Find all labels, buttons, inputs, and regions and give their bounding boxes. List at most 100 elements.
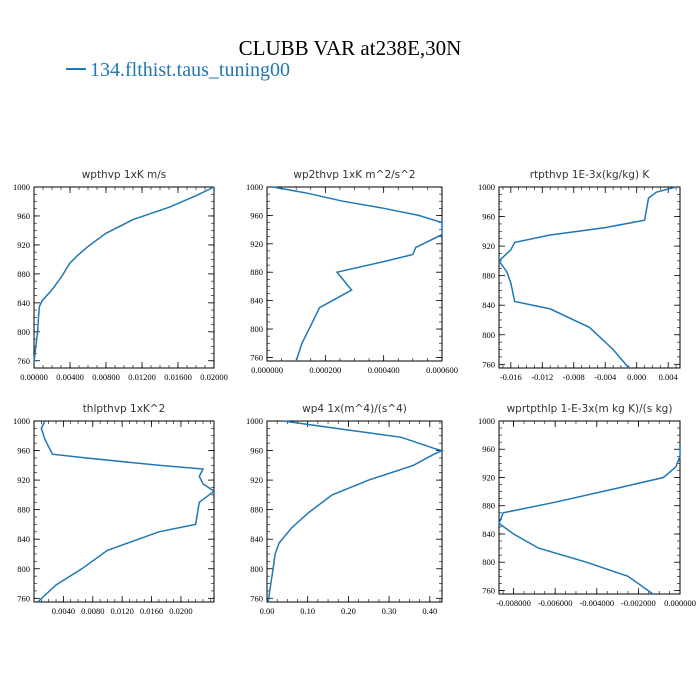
y-tick-label: 840 [250, 296, 263, 306]
series-line [498, 186, 677, 369]
x-tick-label: 0.0160 [140, 606, 163, 616]
panel-title: wp2thvp 1xK m^2/s^2 [293, 169, 415, 181]
y-tick-label: 760 [482, 359, 495, 369]
x-tick-label: 0.20 [341, 606, 356, 616]
y-tick-label: 880 [17, 269, 30, 279]
y-tick-label: 920 [17, 475, 30, 485]
x-tick-label: 0.00800 [92, 372, 120, 382]
y-tick-label: 840 [17, 534, 30, 544]
y-tick-label: 880 [250, 267, 263, 277]
x-tick-label: 0.01200 [128, 372, 156, 382]
x-tick-label: -0.002000 [621, 598, 656, 608]
y-tick-label: 960 [17, 446, 30, 456]
y-tick-label: 920 [17, 240, 30, 250]
y-tick-label: 1000 [13, 182, 30, 192]
y-tick-label: 1000 [246, 182, 263, 192]
y-tick-label: 840 [482, 529, 495, 539]
panel-6: wprtpthlp 1-E-3x(m kg K)/(s kg) 760 800 840… [478, 403, 696, 608]
x-tick-label: 0.000000 [664, 598, 696, 608]
x-tick-label: 0.0200 [169, 606, 192, 616]
y-tick-label: 800 [17, 564, 30, 574]
y-tick-label: 960 [250, 446, 263, 456]
plot-frame [498, 420, 681, 595]
x-tick-label: 0.0080 [81, 606, 104, 616]
y-tick-label: 880 [250, 505, 263, 515]
panel-3: rtpthvp 1E-3x(kg/kg) K 760 800 840 880 920 960… [478, 169, 681, 382]
y-tick-label: 960 [250, 210, 263, 220]
x-tick-label: 0.01600 [164, 372, 192, 382]
panel-2: wp2thvp 1xK m^2/s^2 760 800 840 880 920 960 100… [246, 169, 458, 375]
x-tick-label: 0.10 [300, 606, 315, 616]
y-tick-label: 920 [250, 239, 263, 249]
figure-title: CLUBB VAR at238E,30N [238, 36, 462, 60]
x-tick-label: 0.00400 [56, 372, 84, 382]
x-tick-label: 0.000400 [368, 365, 400, 375]
x-tick-label: 0.000000 [251, 365, 283, 375]
plot-frame [266, 186, 443, 362]
panel-4: thlpthvp 1xK^2 760 800 840 880 920 960 1000 0.00… [13, 403, 216, 616]
y-tick-label: 880 [482, 501, 495, 511]
y-tick-label: 760 [17, 593, 30, 603]
y-tick-label: 800 [250, 564, 263, 574]
series-line [267, 420, 445, 603]
legend-label: 134.flthist.taus_tuning00 [90, 59, 290, 81]
x-tick-label: 0.00 [260, 606, 275, 616]
y-tick-label: 960 [17, 211, 30, 221]
plot-frame [266, 420, 443, 603]
x-tick-label: -0.004000 [579, 598, 614, 608]
y-tick-label: 960 [482, 444, 495, 454]
panel-1: wpthvp 1xK m/s 760 800 840 880 920 960 1000 0.00… [13, 169, 228, 382]
panel-title: wp4 1x(m^4)/(s^4) [302, 403, 407, 415]
plot-frame [498, 186, 681, 369]
y-tick-label: 840 [250, 534, 263, 544]
series-line [37, 420, 216, 603]
x-tick-label: 0.00000 [20, 372, 48, 382]
panel-5: wp4 1x(m^4)/(s^4) 760 800 840 880 920 960 1000 0… [246, 403, 445, 616]
legend-line-swatch [66, 68, 86, 71]
y-tick-label: 880 [17, 505, 30, 515]
y-tick-label: 760 [250, 593, 263, 603]
x-tick-label: -0.006000 [538, 598, 573, 608]
y-tick-label: 760 [482, 585, 495, 595]
y-tick-label: 840 [482, 300, 495, 310]
y-tick-label: 880 [482, 271, 495, 281]
y-tick-label: 920 [250, 475, 263, 485]
x-tick-label: 0.000200 [309, 365, 341, 375]
y-tick-label: 960 [482, 212, 495, 222]
x-tick-label: -0.008000 [496, 598, 531, 608]
y-tick-label: 1000 [478, 416, 495, 426]
y-tick-label: 1000 [478, 182, 495, 192]
y-tick-label: 760 [250, 352, 263, 362]
series-line [33, 186, 215, 363]
y-tick-label: 800 [250, 324, 263, 334]
x-tick-label: 0.40 [422, 606, 437, 616]
y-tick-label: 1000 [246, 416, 263, 426]
y-tick-label: 920 [482, 472, 495, 482]
x-tick-label: -0.016 [500, 372, 522, 382]
y-tick-label: 760 [17, 356, 30, 366]
plot-frame [33, 420, 215, 603]
y-tick-label: 920 [482, 241, 495, 251]
x-tick-label: 0.000 [627, 372, 646, 382]
x-tick-label: 0.000600 [426, 365, 458, 375]
series-line [498, 445, 681, 595]
legend: 134.flthist.taus_tuning00 [66, 59, 290, 82]
y-tick-label: 1000 [13, 416, 30, 426]
x-tick-label: -0.004 [594, 372, 617, 382]
panel-title: wprtpthlp 1-E-3x(m kg K)/(s kg) [507, 403, 673, 415]
x-tick-label: 0.30 [382, 606, 397, 616]
y-tick-label: 800 [482, 330, 495, 340]
x-tick-label: -0.012 [531, 372, 553, 382]
y-tick-label: 800 [17, 327, 30, 337]
x-tick-label: 0.004 [659, 372, 679, 382]
x-tick-label: 0.0120 [110, 606, 133, 616]
y-tick-label: 800 [482, 557, 495, 567]
x-tick-label: 0.02000 [200, 372, 228, 382]
panel-title: rtpthvp 1E-3x(kg/kg) K [530, 169, 651, 181]
panel-title: thlpthvp 1xK^2 [83, 403, 166, 415]
series-line [272, 186, 443, 362]
x-tick-label: 0.0040 [52, 606, 75, 616]
panel-title: wpthvp 1xK m/s [82, 169, 167, 181]
x-tick-label: -0.008 [563, 372, 585, 382]
